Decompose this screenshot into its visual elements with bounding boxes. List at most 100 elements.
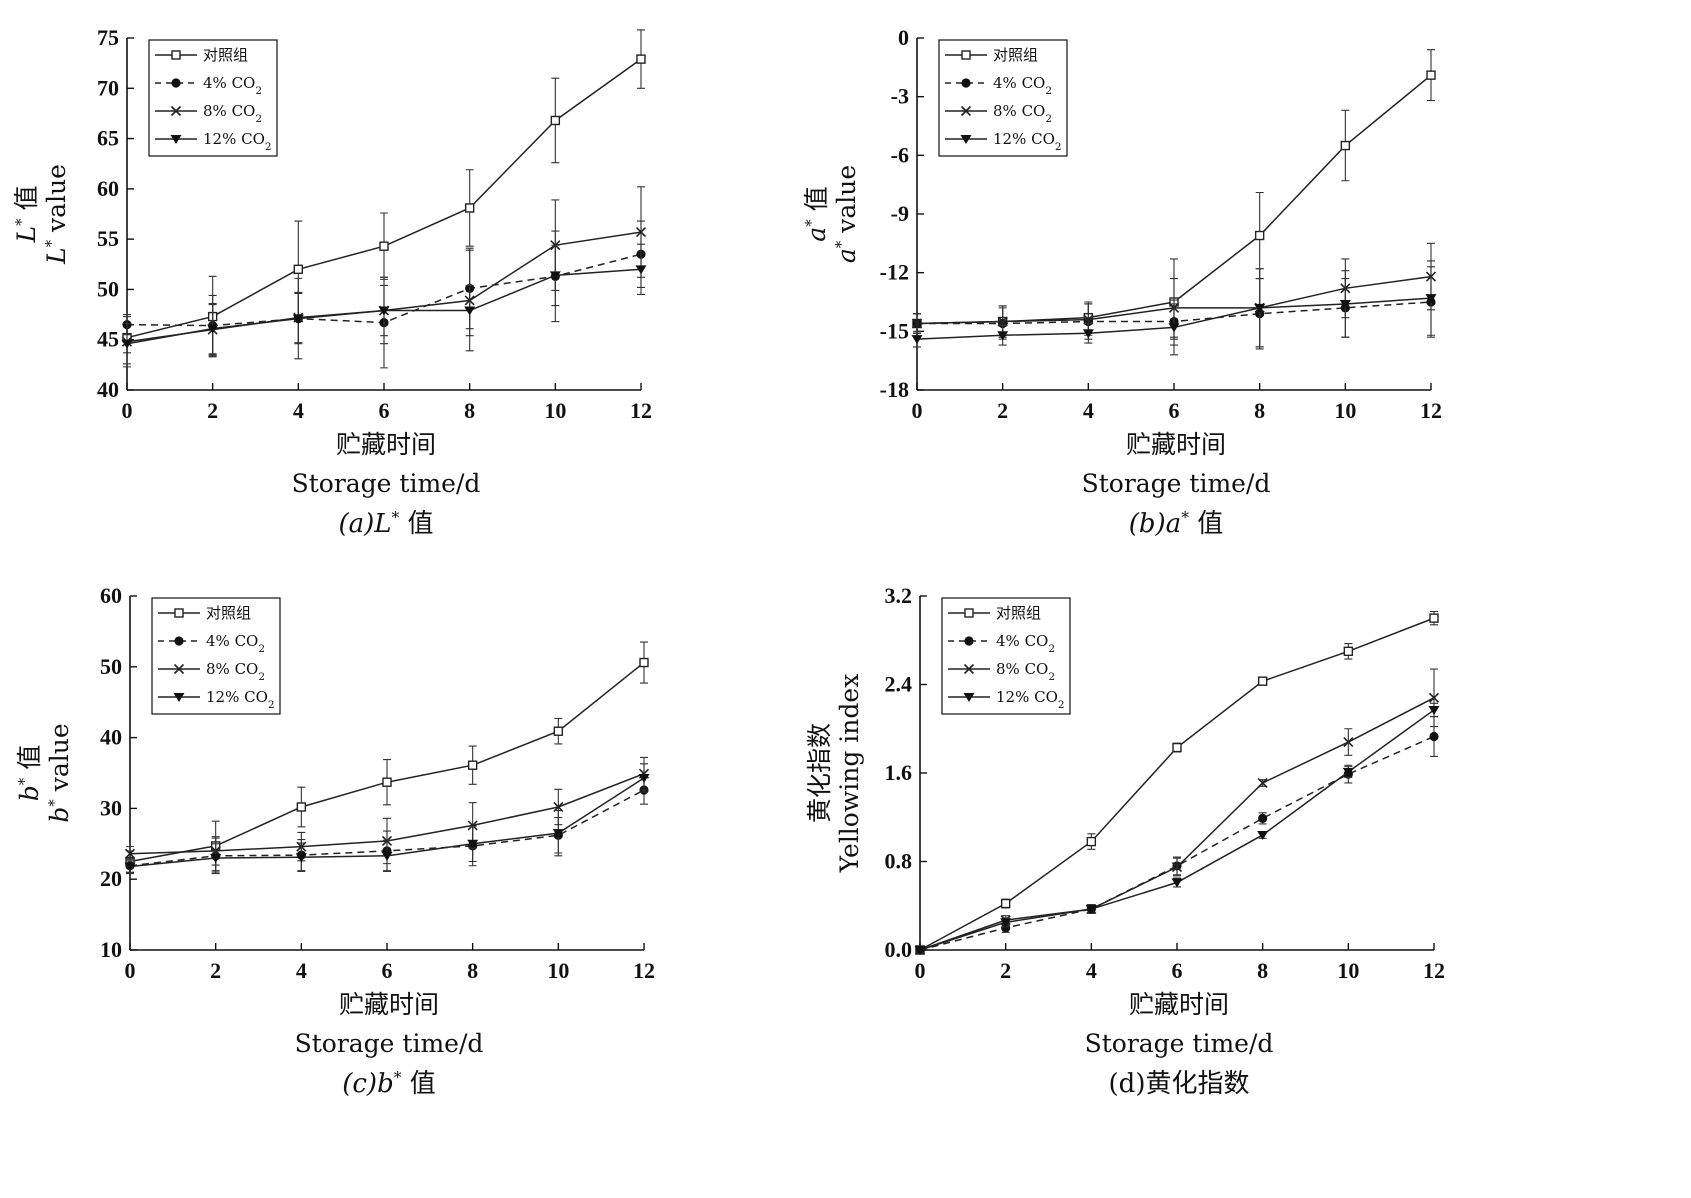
y-axis-label-base: b <box>15 785 44 801</box>
data-point <box>550 115 561 126</box>
legend-marker <box>174 636 184 646</box>
x-tick-label: 8 <box>1254 398 1265 423</box>
panel-caption-rest: 值 <box>402 1069 436 1099</box>
legend-label: 12% CO2 <box>996 688 1065 711</box>
y-axis-label-star: * <box>15 777 33 785</box>
data-point <box>124 862 136 872</box>
panel-caption: (a)L* 值 <box>338 509 433 539</box>
x-tick-label: 10 <box>1334 398 1356 423</box>
panel-caption-base: (a)L <box>338 509 391 539</box>
y-tick-label: 30 <box>100 795 122 820</box>
legend-label-text-main: 12% CO <box>996 688 1058 706</box>
panel-caption-base: (b)a <box>1129 509 1181 539</box>
legend-label: 4% CO2 <box>996 632 1055 655</box>
x-tick-label: 4 <box>296 958 307 983</box>
legend-marker <box>173 663 185 675</box>
data-point <box>635 227 647 238</box>
legend-marker <box>964 636 974 646</box>
data-point <box>1001 923 1011 933</box>
legend-marker <box>961 78 971 88</box>
x-axis-label-en: Storage time/d <box>1082 469 1271 498</box>
legend-marker <box>963 663 975 675</box>
y-axis-label: L* 值 <box>12 185 41 243</box>
data-point <box>296 802 307 812</box>
series-3 <box>914 702 1440 955</box>
legend-label-text-sub: 2 <box>258 671 265 683</box>
y-axis-label-en-rest: value <box>45 723 74 799</box>
panel-caption-base: (c)b <box>342 1069 394 1099</box>
data-point <box>914 946 926 955</box>
x-tick-label: 6 <box>1172 958 1183 983</box>
series-line <box>919 735 1435 951</box>
legend-marker <box>963 693 975 702</box>
y-tick-label: 70 <box>97 75 119 100</box>
data-point <box>1168 323 1180 333</box>
data-point <box>382 777 392 787</box>
x-tick-label: 10 <box>544 398 566 423</box>
y-tick-label: -9 <box>891 201 909 226</box>
y-tick-label: 60 <box>100 583 122 608</box>
series-3 <box>911 260 1437 356</box>
y-tick-label: -18 <box>880 377 909 402</box>
x-tick-label: 0 <box>125 958 136 983</box>
legend-label-text-sub: 2 <box>1055 141 1062 153</box>
data-point <box>1258 813 1268 823</box>
x-tick-label: 2 <box>207 398 218 423</box>
y-axis-label-en-star: * <box>832 240 850 248</box>
data-point <box>1172 742 1182 753</box>
y-tick-label: 45 <box>97 327 119 352</box>
data-point <box>1339 299 1351 309</box>
legend-label-text-main: 12% CO <box>203 130 265 148</box>
x-tick-label: 12 <box>1420 398 1442 423</box>
y-axis-label-star: * <box>802 219 820 227</box>
legend-label-text-sub: 2 <box>1048 643 1055 655</box>
x-tick-label: 8 <box>464 398 475 423</box>
y-tick-label: -12 <box>880 260 909 285</box>
y-tick-label: 0.8 <box>885 849 913 874</box>
y-axis-label-en-star: * <box>42 239 60 247</box>
y-tick-label: -15 <box>880 318 909 343</box>
data-point <box>464 203 475 213</box>
legend-label: 8% CO2 <box>206 660 265 683</box>
data-point <box>1254 303 1266 313</box>
series-line <box>919 697 1435 951</box>
panel-caption: (b)a* 值 <box>1129 509 1224 539</box>
data-point <box>292 314 304 324</box>
data-point <box>549 271 561 281</box>
y-tick-label: 0 <box>898 25 909 50</box>
data-point <box>124 848 136 859</box>
data-point <box>1429 731 1439 742</box>
legend-label-text-main: 4% CO <box>203 74 255 92</box>
x-tick-label: 0 <box>915 958 926 983</box>
y-axis-label-rest: 值 <box>15 745 44 778</box>
legend-marker <box>170 105 182 117</box>
y-tick-label: 0.0 <box>885 937 913 962</box>
legend-marker <box>171 78 181 88</box>
y-axis-label-base: L <box>12 226 41 244</box>
y-tick-label: 1.6 <box>885 760 913 785</box>
legend-label: 4% CO2 <box>203 74 262 97</box>
x-tick-label: 6 <box>379 398 390 423</box>
legend-label: 12% CO2 <box>206 688 275 711</box>
legend-box <box>148 39 278 157</box>
x-tick-label: 2 <box>1000 958 1011 983</box>
legend-marker <box>173 693 185 702</box>
y-axis-label: a* 值 <box>802 186 831 241</box>
x-axis-label-en: Storage time/d <box>292 469 481 498</box>
y-tick-label: 50 <box>100 654 122 679</box>
legend-label-text-main: 4% CO <box>996 632 1048 650</box>
y-axis-label-en-star: * <box>45 799 63 807</box>
y-tick-label: 75 <box>97 25 119 50</box>
data-point <box>1083 314 1094 325</box>
series-0 <box>915 610 1439 955</box>
x-tick-label: 4 <box>1086 958 1097 983</box>
data-point <box>295 853 307 863</box>
data-point <box>464 306 476 316</box>
legend-label: 对照组 <box>996 604 1041 622</box>
x-tick-label: 2 <box>997 398 1008 423</box>
y-axis-label-base: a <box>802 227 831 242</box>
legend-label: 8% CO2 <box>996 660 1055 683</box>
